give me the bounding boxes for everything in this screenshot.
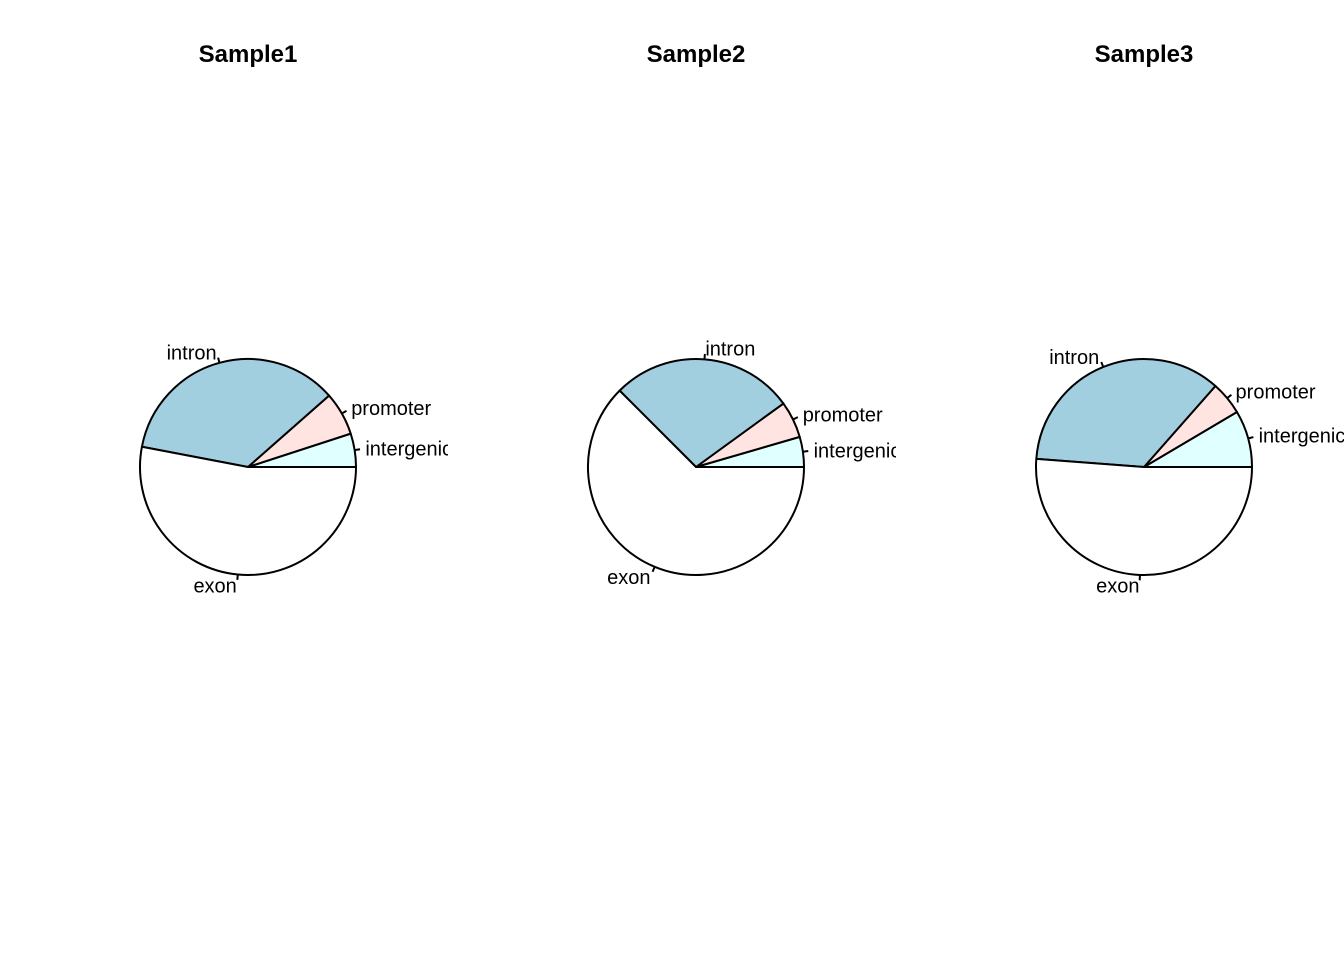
pie-slice-exon <box>587 389 805 576</box>
pie-slice-intron <box>1035 358 1217 468</box>
label-tick-exon <box>651 566 656 573</box>
slice-label-intron: intron <box>705 339 755 361</box>
label-tick-intergenic <box>354 448 361 452</box>
chart-title: Sample3 <box>1095 41 1194 68</box>
label-tick-exon <box>236 574 239 580</box>
pie-panel-sample3: Sample3 intergenic promoter intron exon <box>1035 41 1344 598</box>
chart-title: Sample1 <box>199 41 298 68</box>
label-tick-promoter <box>792 416 799 421</box>
label-tick-intron <box>1100 361 1105 368</box>
slice-label-exon: exon <box>607 567 650 589</box>
chart-title: Sample2 <box>647 41 746 68</box>
slice-label-exon: exon <box>193 575 236 597</box>
slice-label-promoter: promoter <box>803 405 883 427</box>
label-tick-promoter <box>341 409 347 415</box>
pie-slice-exon <box>139 445 357 576</box>
slice-label-intron: intron <box>1049 347 1099 369</box>
slice-label-intron: intron <box>167 342 217 364</box>
slice-label-intergenic: intergenic <box>814 440 901 462</box>
label-tick-intron <box>217 357 221 364</box>
slice-label-exon: exon <box>1096 576 1139 598</box>
pie-slices <box>1035 358 1253 577</box>
label-tick-intergenic <box>1247 436 1254 440</box>
pie-slices <box>139 358 357 576</box>
pie-labels: intergenic promoter intron exon <box>607 339 901 589</box>
pie-panel-sample1: Sample1 intergenic promoter intron exon <box>139 41 452 597</box>
slice-label-promoter: promoter <box>351 398 431 420</box>
pie-labels: intergenic promoter intron exon <box>167 342 452 597</box>
slice-label-intergenic: intergenic <box>1259 426 1344 448</box>
pie-labels: intergenic promoter intron exon <box>1049 347 1344 598</box>
pie-slices <box>587 358 805 576</box>
pie-panel-sample2: Sample2 intergenic promoter intron exon <box>587 41 901 589</box>
pie-slice-exon <box>1035 457 1253 577</box>
slice-label-promoter: promoter <box>1236 381 1316 403</box>
label-tick-promoter <box>1226 393 1233 399</box>
slice-label-intergenic: intergenic <box>365 438 452 460</box>
pie-slice-intron <box>618 358 785 468</box>
label-tick-intergenic <box>802 450 809 453</box>
